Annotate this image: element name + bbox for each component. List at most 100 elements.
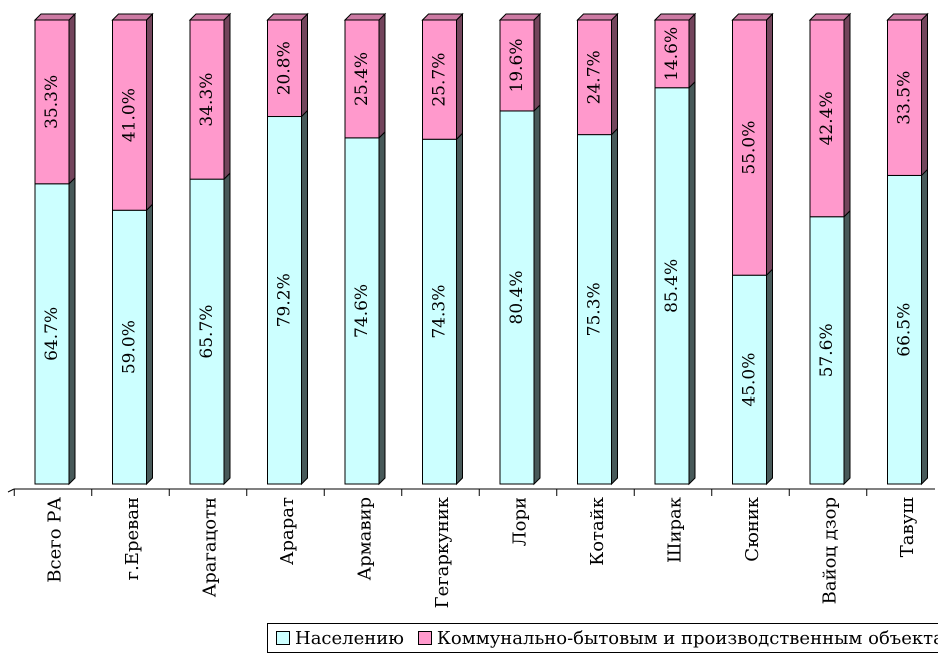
tick-label-3: Арарат (277, 497, 298, 565)
bar-1-6 (499, 19, 535, 112)
bar-0-11 (887, 174, 922, 485)
bar-0-10 (809, 216, 845, 485)
bar-0-4 (344, 137, 380, 485)
bar-side-0-2 (223, 171, 231, 486)
bar-side-0-4 (378, 130, 386, 486)
bar-top-1-10 (808, 13, 852, 21)
bar-side-0-9 (766, 267, 773, 486)
bar-top-1-4 (343, 13, 387, 21)
bar-top-1-8 (653, 13, 697, 21)
legend-swatch-series-1 (417, 631, 432, 645)
legend-label-series-0: Населению (295, 627, 404, 649)
tick-label-2: Арагацотн (200, 497, 221, 597)
bar-top-1-1 (111, 13, 154, 21)
data-label-1-9: 55.0% (740, 121, 760, 175)
bar-top-1-5 (421, 13, 464, 21)
bar-1-0 (34, 19, 70, 185)
tick-label-6: Лори (510, 497, 531, 546)
tick-label-0: Всего РА (45, 497, 66, 583)
data-label-1-2: 34.3% (197, 73, 217, 127)
data-label-0-2: 65.7% (197, 305, 217, 359)
legend-item-series-0: Населению (276, 628, 404, 649)
data-label-0-8: 85.4% (662, 259, 682, 313)
legend-swatch-series-0 (276, 631, 290, 645)
data-label-1-6: 19.6% (507, 38, 527, 92)
bar-0-8 (654, 87, 690, 485)
bar-top-1-0 (33, 13, 77, 21)
data-label-0-6: 80.4% (507, 270, 527, 324)
bar-side-1-0 (68, 12, 76, 185)
data-label-0-1: 59.0% (120, 320, 140, 374)
bar-1-9 (732, 19, 767, 276)
bar-1-8 (654, 19, 690, 89)
data-label-1-8: 14.6% (662, 27, 682, 81)
bar-side-0-0 (68, 176, 76, 486)
bar-side-1-11 (921, 12, 928, 177)
bar-1-1 (112, 19, 147, 211)
bar-1-5 (422, 19, 457, 140)
tick-label-4: Армавир (355, 497, 376, 581)
bar-side-0-5 (456, 132, 463, 486)
data-label-1-11: 33.5% (895, 71, 915, 125)
tick-label-9: Сюник (742, 496, 763, 561)
legend-label-series-1: Коммунально-бытовым и производственным о… (436, 627, 938, 649)
bar-top-1-11 (886, 13, 929, 21)
bar-0-3 (267, 116, 302, 485)
tick-label-7: Котайк (587, 496, 608, 565)
data-label-1-4: 25.4% (352, 52, 372, 106)
data-label-1-7: 24.7% (585, 50, 605, 104)
bar-top-1-2 (188, 13, 232, 21)
bar-top-1-3 (266, 13, 309, 21)
bar-side-0-10 (843, 209, 851, 486)
data-label-1-0: 35.3% (42, 75, 62, 129)
bar-side-0-11 (921, 168, 928, 486)
tick-label-5: Гегаркуник (432, 496, 453, 608)
stacked-bar-chart: 64.7% 35.3% Всего РА 59.0% 41.0% г.Ереван 65.7… (7, 12, 935, 608)
bar-side-1-6 (533, 12, 541, 113)
data-label-1-3: 20.8% (275, 41, 295, 95)
data-label-0-9: 45.0% (740, 353, 760, 407)
bar-0-0 (34, 183, 70, 485)
data-label-1-10: 42.4% (817, 91, 837, 145)
data-label-1-1: 41.0% (120, 88, 140, 142)
bar-0-6 (499, 110, 535, 485)
bar-top-1-9 (731, 13, 774, 21)
bar-1-11 (887, 19, 922, 176)
data-label-0-7: 75.3% (585, 282, 605, 336)
bar-side-1-10 (843, 12, 851, 218)
data-label-0-11: 66.5% (895, 303, 915, 357)
bar-side-1-1 (146, 12, 153, 212)
bar-0-5 (422, 138, 457, 485)
data-label-0-10: 57.6% (817, 323, 837, 377)
legend: Населению Коммунально-бытовым и производ… (267, 623, 938, 653)
bar-side-0-3 (301, 109, 308, 486)
bar-side-1-3 (301, 12, 308, 118)
bar-1-3 (267, 19, 302, 118)
data-label-0-5: 74.3% (430, 285, 450, 339)
bar-1-4 (344, 19, 380, 139)
bar-0-1 (112, 209, 147, 485)
bar-side-0-7 (611, 127, 618, 486)
bar-1-7 (577, 19, 612, 136)
bar-side-0-8 (688, 80, 696, 486)
bar-side-1-2 (223, 12, 231, 181)
tick-label-8: Ширак (665, 496, 686, 563)
tick-label-1: г.Ереван (122, 497, 143, 580)
bar-1-2 (189, 19, 225, 180)
data-label-0-4: 74.6% (352, 284, 372, 338)
bar-0-2 (189, 178, 225, 485)
bar-1-10 (809, 19, 845, 218)
data-label-1-5: 25.7% (430, 53, 450, 107)
data-label-0-0: 64.7% (42, 307, 62, 361)
bar-top-1-6 (498, 13, 542, 21)
tick-label-10: Вайоц дзор (820, 497, 841, 604)
bar-side-1-5 (456, 12, 463, 141)
bar-side-1-7 (611, 12, 618, 136)
tick-label-11: Тавуш (897, 497, 918, 557)
x-axis-corner (7, 488, 15, 493)
bar-top-1-7 (576, 13, 619, 21)
bar-side-0-1 (146, 203, 153, 486)
bar-side-1-9 (766, 12, 773, 277)
data-label-0-3: 79.2% (275, 273, 295, 327)
legend-item-series-1: Коммунально-бытовым и производственным о… (417, 627, 938, 649)
